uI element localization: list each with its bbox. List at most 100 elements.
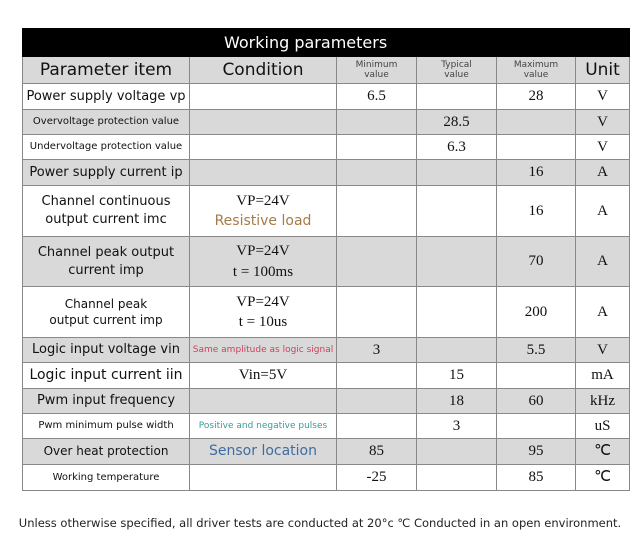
table-cell: 28 — [497, 84, 576, 110]
cell-text: Over heat protection — [43, 444, 169, 459]
cell-text: 6.3 — [447, 138, 466, 155]
table-cell: V — [576, 135, 630, 160]
table-cell: Typical value — [417, 57, 497, 84]
cell-text: Undervoltage protection value — [29, 141, 183, 153]
cell-text: V — [597, 88, 608, 105]
table-cell: 60 — [497, 389, 576, 414]
cell-text: A — [597, 303, 608, 320]
cell-text: Power supply current ip — [29, 164, 183, 180]
table-cell: Vin=5V — [190, 363, 337, 389]
cell-text: t = 10us — [238, 314, 288, 330]
cell-text: Positive and negative pulses — [198, 420, 328, 431]
table-cell: ℃ — [576, 439, 630, 465]
table-cell: 70 — [497, 237, 576, 287]
table-cell — [337, 363, 417, 389]
cell-text: 70 — [528, 253, 544, 270]
table-cell: Overvoltage protection value — [22, 110, 190, 135]
table-cell: kHz — [576, 389, 630, 414]
table-cell — [417, 287, 497, 338]
cell-text: 200 — [524, 303, 548, 320]
cell-text: 6.5 — [367, 88, 386, 105]
cell-text: Unit — [585, 59, 620, 80]
table-cell — [337, 135, 417, 160]
table-cell — [190, 110, 337, 135]
table-cell: 3 — [337, 338, 417, 363]
cell-text: Typical — [441, 59, 472, 70]
table-cell — [417, 186, 497, 237]
cell-text: 85 — [369, 443, 384, 460]
table-cell: ℃ — [576, 465, 630, 491]
table-cell: Maximum value — [497, 57, 576, 84]
cell-text: output current imc — [45, 212, 167, 227]
table-cell: 28.5 — [417, 110, 497, 135]
table-cell: 15 — [417, 363, 497, 389]
table-cell: A — [576, 287, 630, 338]
table-cell: Sensor location — [190, 439, 337, 465]
table-cell: A — [576, 160, 630, 186]
cell-text: ℃ — [594, 443, 611, 460]
table-cell — [417, 439, 497, 465]
table-cell: A — [576, 237, 630, 287]
table-cell — [417, 465, 497, 491]
table-cell: V — [576, 338, 630, 363]
cell-text: VP=24V — [236, 293, 290, 310]
cell-text: 28 — [528, 88, 544, 105]
table-cell: 95 — [497, 439, 576, 465]
table-cell — [190, 389, 337, 414]
cell-text: 18 — [449, 392, 464, 409]
table-cell: Minimum value — [337, 57, 417, 84]
table-cell — [417, 84, 497, 110]
cell-text: 16 — [528, 164, 544, 181]
table-cell: A — [576, 186, 630, 237]
table-cell: Logic input current iin — [22, 363, 190, 389]
table-cell: Working temperature — [22, 465, 190, 491]
cell-text: V — [597, 138, 608, 155]
cell-text: Channel peak output — [37, 244, 175, 260]
cell-text: Condition — [222, 59, 304, 80]
table-cell: Channel peak output current imp — [22, 237, 190, 287]
cell-text: kHz — [590, 392, 615, 409]
table-cell: 3 — [417, 414, 497, 439]
cell-text: Working temperature — [52, 471, 160, 483]
table-cell: VP=24V t = 10us — [190, 287, 337, 338]
cell-text: current imp — [68, 262, 144, 278]
cell-text: Channel peak — [64, 296, 148, 311]
cell-text: mA — [591, 367, 614, 384]
table-cell — [497, 363, 576, 389]
cell-text: output current imp — [49, 313, 163, 327]
cell-text: Maximum — [513, 59, 559, 70]
table-cell: mA — [576, 363, 630, 389]
cell-text: 3 — [372, 341, 381, 358]
table-cell — [417, 160, 497, 186]
cell-text: Same amplitude as logic signal — [192, 344, 334, 355]
cell-text: Parameter item — [39, 59, 173, 80]
cell-text: Resistive load — [214, 212, 312, 229]
table-cell — [190, 135, 337, 160]
table-cell: 16 — [497, 160, 576, 186]
table-title: Working parameters — [22, 28, 630, 57]
cell-text: value — [364, 70, 389, 80]
table-cell — [337, 186, 417, 237]
table-cell: 85 — [497, 465, 576, 491]
cell-text: Pwm minimum pulse width — [38, 420, 174, 432]
table-cell — [190, 160, 337, 186]
cell-text: Logic input current iin — [29, 367, 183, 384]
table-cell: VP=24V Resistive load — [190, 186, 337, 237]
table-cell: Channel peak output current imp — [22, 287, 190, 338]
table-cell: Power supply current ip — [22, 160, 190, 186]
table-cell: Undervoltage protection value — [22, 135, 190, 160]
cell-text: 95 — [528, 443, 544, 460]
cell-text: uS — [594, 417, 611, 434]
cell-text: Power supply voltage vp — [26, 88, 186, 104]
table-cell — [337, 389, 417, 414]
cell-text: t = 100ms — [232, 263, 294, 280]
table-cell: 6.3 — [417, 135, 497, 160]
table-cell — [337, 237, 417, 287]
cell-text: 85 — [528, 469, 544, 486]
cell-text: Logic input voltage vin — [32, 342, 180, 358]
table-cell: Positive and negative pulses — [190, 414, 337, 439]
table-cell: Parameter item — [22, 57, 190, 84]
table-cell: 5.5 — [497, 338, 576, 363]
cell-text: 16 — [528, 202, 544, 219]
table-cell: V — [576, 110, 630, 135]
